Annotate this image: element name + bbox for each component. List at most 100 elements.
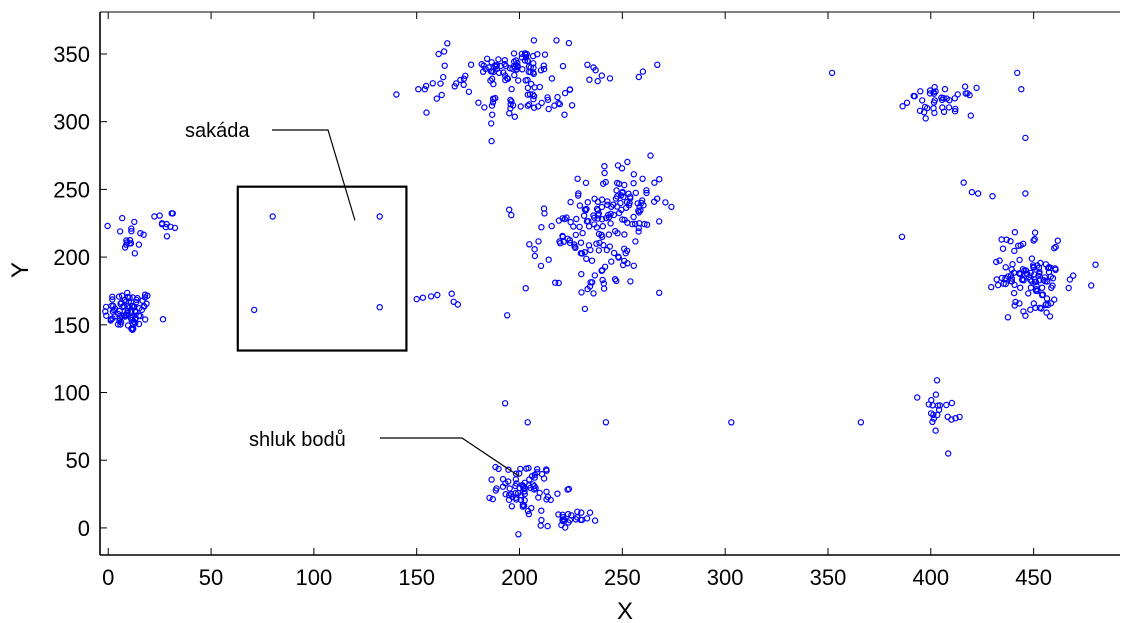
data-point [488,476,495,483]
data-point [1004,273,1012,280]
data-point [159,316,167,323]
data-point [540,62,548,69]
data-point [1009,261,1016,268]
data-point [989,192,996,200]
data-point [512,476,520,483]
data-point [522,285,529,292]
data-point [508,211,515,219]
data-point [583,218,591,225]
data-point [163,233,171,240]
data-point [595,247,603,254]
data-point [1015,270,1023,277]
data-point [651,198,658,205]
data-point [501,400,509,407]
data-point [1011,228,1019,236]
data-point [576,223,583,231]
data-point [577,239,585,246]
data-point [612,195,620,202]
data-point [598,72,606,79]
data-point [651,179,658,186]
y-tick-label: 100 [53,381,90,406]
data-point [606,243,614,250]
data-point [440,73,447,81]
data-point [507,96,514,104]
data-point [579,229,586,237]
data-point [1066,276,1074,283]
x-tick-label: 400 [912,565,949,590]
data-point [530,70,538,78]
data-point [540,475,548,482]
data-point [557,239,564,247]
data-point [535,103,542,110]
data-point [564,510,572,518]
data-point [600,285,608,292]
data-point [535,238,542,245]
data-point [526,241,533,248]
data-point [492,487,499,494]
data-point [115,293,123,300]
data-point [572,231,580,239]
data-point [1012,298,1019,306]
data-point [605,231,613,238]
y-tick-label: 350 [53,42,90,67]
data-point [514,62,521,70]
data-point [520,485,527,492]
data-point [555,511,562,518]
data-point [1031,235,1038,243]
data-point [130,318,138,325]
data-point [567,218,574,226]
data-point [123,289,131,297]
data-point [602,419,610,426]
data-point [898,233,906,240]
data-point [1022,267,1030,274]
data-point [555,279,562,287]
data-point [1038,284,1046,291]
y-tick-label: 200 [53,245,90,270]
data-point [620,193,627,201]
data-point [135,320,143,328]
data-point [448,290,455,297]
data-points [102,37,1099,538]
data-point [524,419,531,426]
data-point [489,495,496,503]
data-point [1035,277,1043,284]
data-point [534,466,541,473]
data-point [560,238,567,245]
data-point [617,199,624,207]
data-point [519,501,527,508]
data-point [517,465,524,473]
data-point [952,105,959,113]
data-point [960,179,967,186]
data-point [1030,237,1037,244]
data-point [124,302,131,310]
data-point [635,207,642,214]
data-point [559,232,566,240]
data-point [562,524,569,531]
data-point [547,496,554,504]
data-point [583,255,590,262]
data-point [1022,190,1029,197]
data-point [647,152,654,159]
data-point [537,522,544,529]
data-point [599,222,607,230]
data-point [489,111,496,118]
data-point [506,206,513,213]
data-point [139,297,146,304]
data-point [131,218,138,226]
data-point [1035,272,1042,279]
data-point [1046,313,1054,320]
data-point [538,507,545,514]
data-point [630,179,637,187]
data-point [634,200,641,207]
data-point [668,203,675,211]
data-point [460,75,468,83]
data-point [545,105,552,113]
data-point [524,84,532,92]
y-tick-label: 300 [53,110,90,135]
data-point [488,75,496,83]
data-point [511,113,519,120]
data-point [575,192,582,199]
data-point [598,215,606,223]
data-point [1047,273,1055,280]
